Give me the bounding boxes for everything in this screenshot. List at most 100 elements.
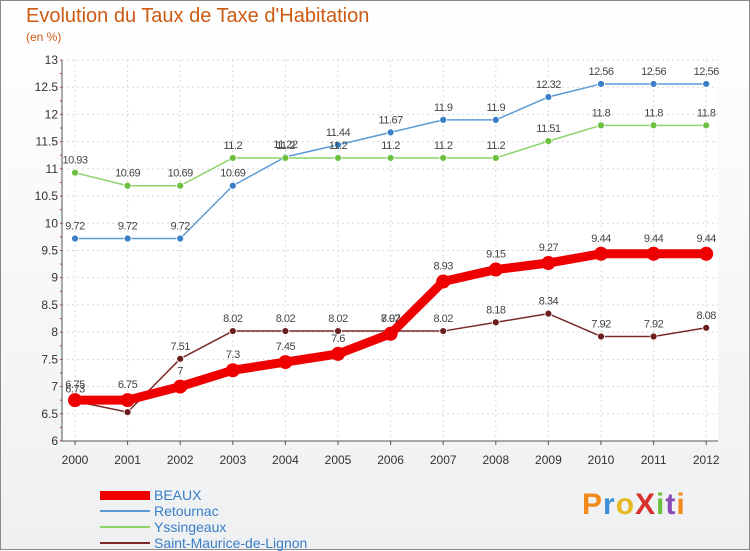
data-label-yssingeaux: 11.2 bbox=[276, 140, 295, 152]
point-yssingeaux bbox=[71, 168, 79, 177]
data-label-retournac: 12.32 bbox=[536, 79, 561, 91]
data-label-saint-maurice-de-lignon: 7.51 bbox=[170, 341, 190, 353]
data-label-retournac: 11.44 bbox=[326, 127, 351, 139]
data-label-yssingeaux: 11.8 bbox=[592, 107, 611, 119]
y-tick-label: 7.5 bbox=[41, 352, 58, 366]
brand-letter: t bbox=[665, 488, 677, 521]
brand-letter: r bbox=[603, 488, 616, 521]
y-tick-label: 13 bbox=[45, 53, 59, 67]
x-tick-label: 2007 bbox=[430, 453, 457, 467]
data-label-yssingeaux: 11.8 bbox=[644, 107, 663, 119]
brand-logo: ProXiti bbox=[582, 488, 686, 522]
point-yssingeaux bbox=[334, 154, 342, 162]
point-beaux bbox=[331, 346, 345, 361]
point-beaux bbox=[383, 326, 398, 341]
y-tick-label: 9 bbox=[51, 271, 58, 285]
legend-label: Saint-Maurice-de-Lignon bbox=[154, 535, 308, 551]
data-label-saint-maurice-de-lignon: 8.02 bbox=[223, 313, 243, 325]
brand-letter: o bbox=[615, 488, 636, 521]
point-saint-maurice-de-lignon bbox=[176, 354, 185, 363]
point-yssingeaux bbox=[597, 121, 605, 130]
brand-letter: P bbox=[582, 488, 604, 521]
point-yssingeaux bbox=[491, 154, 500, 162]
x-tick-label: 2004 bbox=[272, 453, 299, 467]
data-label-beaux: 6.75 bbox=[118, 379, 138, 391]
point-yssingeaux bbox=[281, 154, 290, 162]
y-tick-label: 10.5 bbox=[35, 189, 59, 203]
data-label-retournac: 9.72 bbox=[118, 221, 138, 233]
data-label-yssingeaux: 11.2 bbox=[381, 140, 400, 152]
point-saint-maurice-de-lignon bbox=[702, 323, 711, 332]
y-tick-label: 12 bbox=[45, 107, 59, 121]
data-label-beaux: 9.44 bbox=[696, 233, 716, 245]
y-tick-label: 8.5 bbox=[41, 298, 58, 312]
brand-letter: i bbox=[676, 488, 686, 521]
data-label-beaux: 7 bbox=[177, 366, 183, 378]
point-saint-maurice-de-lignon bbox=[123, 408, 132, 417]
y-tick-label: 6.5 bbox=[41, 407, 58, 421]
point-retournac bbox=[702, 80, 711, 88]
data-label-retournac: 12.56 bbox=[694, 66, 719, 78]
data-label-retournac: 11.9 bbox=[434, 102, 453, 114]
data-label-saint-maurice-de-lignon: 7.92 bbox=[591, 318, 611, 330]
data-label-retournac: 11.67 bbox=[378, 114, 403, 126]
point-yssingeaux bbox=[544, 137, 553, 145]
point-retournac bbox=[176, 234, 185, 243]
x-tick-label: 2010 bbox=[588, 453, 615, 467]
data-label-retournac: 12.56 bbox=[641, 66, 666, 78]
chart-title: Evolution du Taux de Taxe d'Habitation bbox=[26, 5, 370, 27]
data-label-yssingeaux: 11.8 bbox=[697, 107, 716, 119]
data-label-yssingeaux: 11.2 bbox=[329, 140, 348, 152]
legend-swatch bbox=[100, 490, 150, 500]
data-label-yssingeaux: 10.69 bbox=[168, 168, 193, 180]
point-saint-maurice-de-lignon bbox=[281, 327, 290, 335]
point-yssingeaux bbox=[439, 154, 448, 162]
x-tick-label: 2012 bbox=[693, 453, 720, 467]
data-label-saint-maurice-de-lignon: 8.02 bbox=[328, 313, 348, 325]
legend-label: Retournac bbox=[154, 503, 219, 519]
data-label-beaux: 9.15 bbox=[486, 249, 506, 261]
data-label-yssingeaux: 11.2 bbox=[434, 140, 453, 152]
data-label-saint-maurice-de-lignon: 6.73 bbox=[65, 383, 85, 395]
point-retournac bbox=[439, 115, 448, 124]
point-retournac bbox=[544, 93, 553, 101]
data-label-retournac: 11.22 bbox=[273, 139, 298, 151]
data-label-beaux: 6.75 bbox=[65, 379, 85, 391]
legend-item: Retournac bbox=[100, 503, 219, 519]
point-retournac bbox=[334, 141, 342, 149]
data-label-beaux: 7.6 bbox=[331, 333, 345, 345]
point-beaux bbox=[225, 363, 240, 378]
point-retournac bbox=[123, 234, 132, 243]
point-beaux bbox=[278, 355, 293, 370]
point-beaux bbox=[120, 393, 135, 408]
legend-label: Yssingeaux bbox=[154, 519, 227, 535]
data-label-retournac: 9.72 bbox=[65, 221, 85, 233]
x-tick-label: 2008 bbox=[482, 453, 509, 467]
data-label-beaux: 9.44 bbox=[591, 233, 611, 245]
data-label-saint-maurice-de-lignon: 8.34 bbox=[539, 296, 559, 308]
point-beaux bbox=[699, 246, 714, 261]
point-saint-maurice-de-lignon bbox=[334, 327, 342, 335]
data-label-beaux: 9.44 bbox=[644, 233, 664, 245]
data-label-saint-maurice-de-lignon: 7.92 bbox=[644, 318, 664, 330]
unit-label: (en %) bbox=[26, 30, 62, 44]
point-beaux bbox=[173, 379, 188, 394]
y-tick-label: 7 bbox=[51, 380, 58, 394]
data-label-beaux: 8.93 bbox=[433, 261, 453, 273]
data-label-retournac: 9.72 bbox=[170, 221, 190, 233]
data-label-saint-maurice-de-lignon: 8.18 bbox=[486, 304, 506, 316]
point-yssingeaux bbox=[123, 181, 132, 190]
data-label-yssingeaux: 11.2 bbox=[224, 140, 243, 152]
brand-letter: i bbox=[656, 488, 666, 521]
y-tick-label: 11.5 bbox=[36, 135, 59, 149]
point-retournac bbox=[71, 234, 79, 243]
data-label-saint-maurice-de-lignon: 8.08 bbox=[696, 310, 716, 322]
point-yssingeaux bbox=[386, 154, 395, 162]
point-yssingeaux bbox=[228, 154, 237, 162]
legend-swatch bbox=[100, 542, 150, 544]
data-label-beaux: 7.45 bbox=[276, 341, 296, 353]
point-retournac bbox=[491, 115, 500, 124]
point-retournac bbox=[228, 181, 237, 190]
y-tick-label: 8 bbox=[51, 325, 58, 339]
